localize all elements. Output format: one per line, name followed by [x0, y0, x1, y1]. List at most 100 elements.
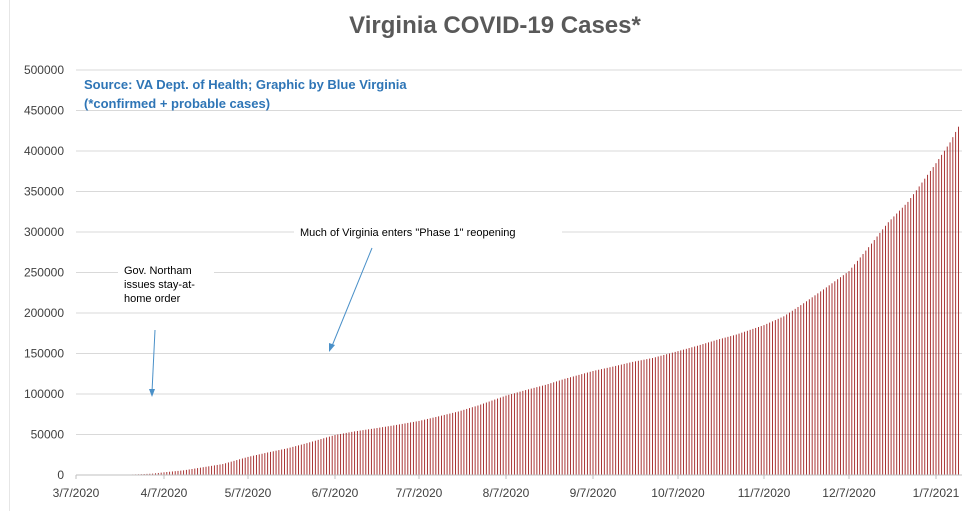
- case-bar: [189, 469, 190, 475]
- case-bar: [208, 466, 209, 475]
- case-bar: [534, 388, 535, 475]
- case-bar: [368, 429, 369, 475]
- case-bar: [800, 305, 801, 475]
- case-bar: [641, 360, 642, 475]
- case-bar: [231, 462, 232, 475]
- case-bar: [365, 430, 366, 475]
- case-bar: [806, 301, 807, 475]
- chart-title: Virginia COVID-19 Cases*: [349, 12, 641, 39]
- case-bar: [579, 375, 580, 475]
- case-bar: [815, 295, 816, 475]
- case-bar: [587, 373, 588, 475]
- case-bar: [273, 451, 274, 475]
- case-bar: [379, 428, 380, 475]
- case-bar: [430, 418, 431, 475]
- case-bar: [388, 426, 389, 475]
- case-bar: [711, 342, 712, 475]
- case-bar: [419, 421, 420, 475]
- case-bar: [326, 437, 327, 475]
- case-bar: [562, 380, 563, 475]
- case-bar: [477, 406, 478, 476]
- case-bar: [675, 352, 676, 475]
- case-bar: [689, 348, 690, 475]
- case-bar: [697, 346, 698, 475]
- case-bar: [661, 356, 662, 475]
- case-bar: [655, 357, 656, 475]
- case-bar: [340, 434, 341, 475]
- case-bar: [206, 467, 207, 475]
- case-bar: [893, 216, 894, 475]
- case-bar: [686, 349, 687, 475]
- case-bar: [197, 468, 198, 475]
- case-bar: [652, 358, 653, 475]
- x-tick-label: 9/7/2020: [570, 486, 617, 500]
- case-bar: [678, 351, 679, 475]
- case-bar: [910, 198, 911, 475]
- case-bar: [837, 279, 838, 475]
- case-bar: [396, 425, 397, 475]
- case-bar: [357, 431, 358, 475]
- case-bar: [492, 401, 493, 475]
- x-tick-label: 5/7/2020: [225, 486, 272, 500]
- case-bar: [924, 179, 925, 475]
- case-bar: [461, 411, 462, 475]
- case-bar: [744, 332, 745, 475]
- case-bar: [175, 471, 176, 475]
- case-bar: [304, 444, 305, 475]
- case-bar: [494, 400, 495, 475]
- case-bar: [832, 283, 833, 475]
- case-bar: [843, 275, 844, 475]
- case-bar: [716, 340, 717, 475]
- case-bar: [849, 271, 850, 475]
- case-bar: [506, 396, 507, 475]
- case-bar: [573, 376, 574, 475]
- arrow-head-icon: [329, 343, 335, 352]
- case-bar: [374, 428, 375, 475]
- case-bar: [301, 445, 302, 475]
- case-bar: [958, 127, 959, 475]
- case-bar: [427, 419, 428, 475]
- case-bar: [857, 261, 858, 475]
- case-bar: [276, 451, 277, 475]
- case-bar: [823, 289, 824, 475]
- case-bar: [851, 268, 852, 475]
- case-bar: [829, 285, 830, 475]
- case-bar: [938, 159, 939, 475]
- case-bar: [584, 373, 585, 475]
- case-bar: [930, 171, 931, 475]
- case-bar: [736, 335, 737, 475]
- case-bar: [680, 350, 681, 475]
- case-bar: [335, 435, 336, 475]
- case-bar: [309, 442, 310, 475]
- case-bar: [360, 431, 361, 475]
- case-bar: [421, 420, 422, 475]
- case-bar: [433, 418, 434, 475]
- case-bar: [222, 464, 223, 475]
- case-bar: [245, 458, 246, 475]
- case-bar: [262, 454, 263, 475]
- case-bar: [722, 338, 723, 475]
- case-bar: [559, 381, 560, 475]
- case-bar: [772, 321, 773, 475]
- case-bar: [508, 395, 509, 475]
- case-bar: [444, 415, 445, 475]
- case-bar: [646, 359, 647, 475]
- case-bar: [553, 382, 554, 475]
- case-bar: [694, 347, 695, 475]
- case-bar: [441, 416, 442, 475]
- case-bar: [916, 190, 917, 475]
- y-tick-label: 200000: [24, 306, 64, 320]
- case-bar: [913, 194, 914, 475]
- case-bar: [306, 443, 307, 475]
- subtitle-note: (*confirmed + probable cases): [84, 96, 270, 111]
- case-bar: [672, 353, 673, 475]
- case-bar: [391, 426, 392, 475]
- case-bar: [922, 183, 923, 475]
- case-bar: [385, 427, 386, 475]
- case-bar: [795, 309, 796, 475]
- case-bar: [180, 471, 181, 475]
- case-bar: [416, 421, 417, 475]
- case-bar: [343, 433, 344, 475]
- annotation-text-line: Much of Virginia enters "Phase 1" reopen…: [300, 227, 516, 239]
